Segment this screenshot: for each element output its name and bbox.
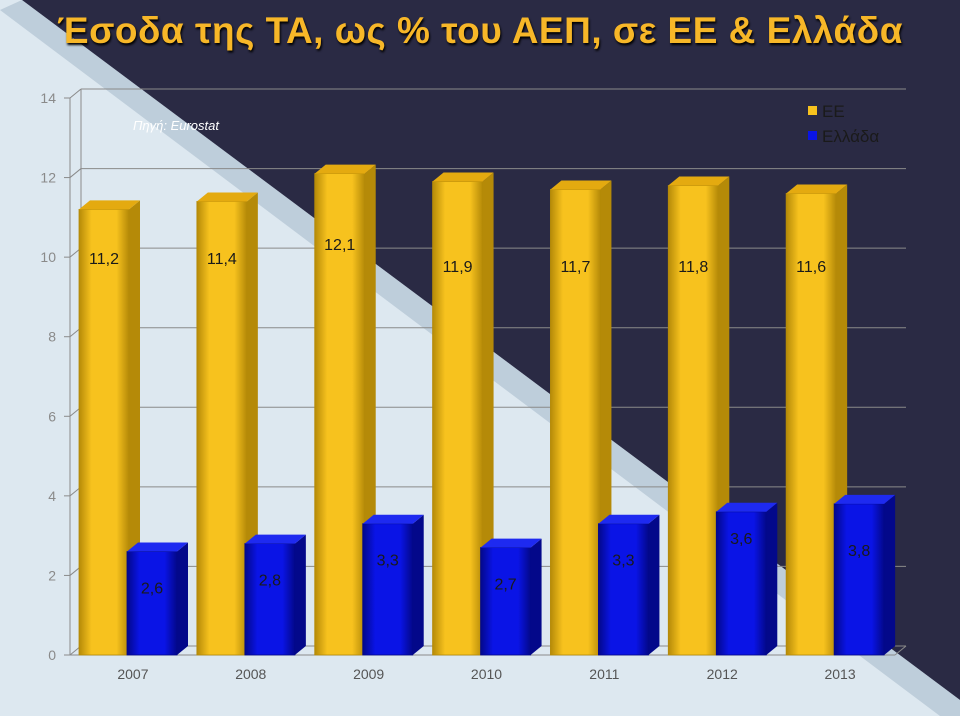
x-tick-label: 2010 (471, 666, 502, 682)
x-tick-label: 2007 (117, 666, 148, 682)
bar-side (412, 514, 424, 655)
legend: ΕΕ Ελλάδα (808, 102, 879, 146)
y-tick-label: 14 (40, 90, 56, 106)
x-tick-label: 2013 (824, 666, 855, 682)
legend-item-eu: ΕΕ (808, 102, 845, 121)
data-label-greece: 2,6 (141, 581, 163, 598)
bar-side (177, 542, 188, 655)
data-label-greece: 3,3 (612, 553, 634, 570)
bar-top (550, 180, 612, 190)
bar-front (667, 185, 719, 656)
y-tick-label: 12 (40, 170, 56, 186)
chart-title: Έσοδα της ΤΑ, ως % του ΑΕΠ, σε ΕΕ & Ελλά… (57, 10, 903, 51)
data-label-eu: 11,2 (89, 251, 119, 268)
bar-side (294, 534, 306, 655)
bar-greece-2007 (126, 542, 188, 656)
bars (78, 164, 896, 656)
bar-side (648, 514, 660, 655)
bar-front (598, 523, 649, 656)
gridline-depth (69, 88, 82, 99)
bar-top (244, 534, 306, 544)
bar-side (530, 538, 542, 655)
bar-greece-2013 (833, 494, 896, 656)
floor-edge (894, 645, 907, 656)
bar-top (362, 514, 424, 524)
legend-label-greece: Ελλάδα (822, 127, 879, 146)
bar-side (129, 200, 140, 655)
bar-greece-2012 (715, 502, 778, 656)
x-tick-label: 2011 (589, 666, 619, 682)
legend-item-greece: Ελλάδα (808, 127, 879, 146)
bar-eu-2007 (78, 200, 140, 656)
bar-greece-2009 (362, 514, 424, 656)
data-label-eu: 11,8 (678, 259, 708, 276)
data-label-greece: 3,3 (377, 553, 399, 570)
data-label-greece: 2,8 (259, 573, 281, 590)
bar-front (78, 208, 130, 656)
bar-front (432, 181, 483, 656)
source-note: Πηγή: Eurostat (133, 118, 220, 133)
bar-eu-2010 (432, 172, 494, 656)
legend-swatch-greece (808, 131, 817, 140)
x-tick-label: 2008 (235, 666, 266, 682)
bar-greece-2010 (480, 538, 542, 656)
data-label-eu: 11,9 (443, 259, 473, 276)
gridline-depth (69, 168, 82, 178)
y-tick-label: 10 (40, 249, 56, 265)
x-tick-label: 2012 (707, 666, 738, 682)
data-label-eu: 11,7 (560, 259, 590, 276)
bar-top (598, 514, 660, 524)
bar-front (480, 547, 531, 656)
bar-top (480, 538, 542, 548)
bar-front (126, 551, 178, 656)
x-tick-label: 2009 (353, 666, 384, 682)
bar-front (362, 523, 414, 656)
bar-front (550, 189, 601, 656)
bar-top (786, 184, 848, 194)
bar-front (244, 543, 296, 656)
bar-side (482, 172, 494, 656)
y-tick-label: 2 (48, 567, 56, 583)
legend-label-eu: ΕΕ (822, 102, 845, 121)
y-tick-label: 6 (48, 408, 56, 424)
bar-eu-2008 (196, 192, 258, 656)
bar-front (715, 511, 767, 656)
bar-top (314, 164, 376, 174)
bar-side (884, 494, 896, 655)
bar-top (834, 494, 896, 504)
bar-top (716, 502, 778, 512)
bar-greece-2008 (244, 534, 306, 656)
bar-front (785, 193, 837, 656)
data-label-greece: 3,8 (848, 543, 870, 560)
data-label-eu: 12,1 (324, 237, 355, 254)
legend-swatch-eu (808, 106, 817, 115)
bar-top (79, 200, 140, 210)
bar-top (668, 176, 730, 186)
bar-eu-2012 (667, 176, 730, 656)
bar-front (196, 201, 248, 656)
data-labels: 11,2 2,6 11,4 2,8 12,1 3,3 11,9 2,7 11,7 3,3 11,8 3… (89, 237, 870, 598)
data-label-greece: 2,7 (494, 577, 516, 594)
y-tick-label: 4 (48, 488, 56, 504)
y-tick-label: 0 (48, 647, 56, 663)
bar-side (766, 502, 778, 655)
data-label-eu: 11,4 (207, 251, 237, 268)
bar-top (432, 172, 494, 182)
bar-eu-2013 (785, 184, 848, 656)
bar-greece-2011 (598, 514, 660, 656)
bar-front (833, 503, 885, 656)
data-label-greece: 3,6 (730, 531, 752, 548)
bar-top (196, 192, 258, 202)
y-tick-label: 8 (48, 329, 56, 345)
bar-top (127, 542, 188, 552)
data-label-eu: 11,6 (796, 259, 826, 276)
